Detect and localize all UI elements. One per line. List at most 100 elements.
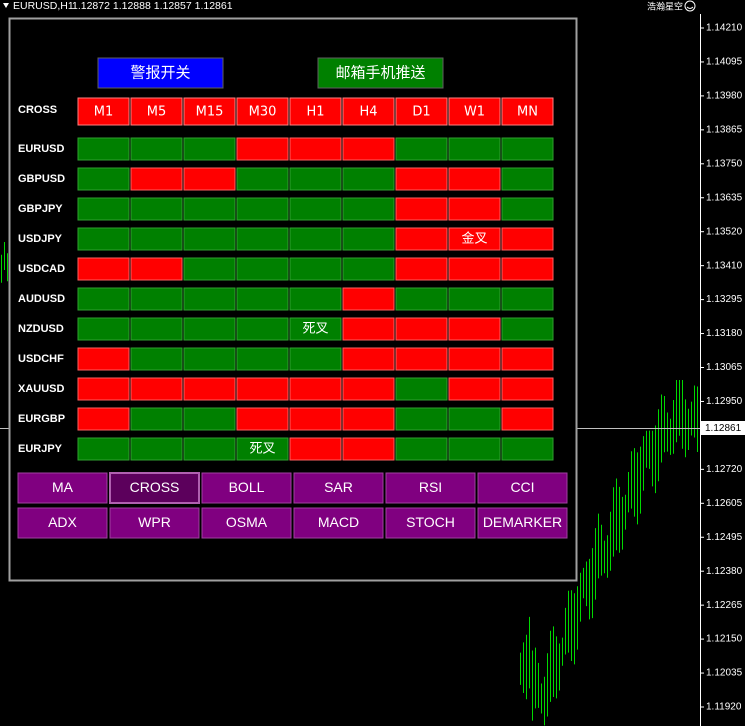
indicator-label: OSMA xyxy=(226,514,268,530)
indicator-button[interactable] xyxy=(109,472,200,504)
timeframe-label: M1 xyxy=(94,105,114,120)
indicator-button[interactable] xyxy=(109,507,200,539)
price-label: 1.12950 xyxy=(706,396,743,407)
signal-cell xyxy=(77,377,130,401)
signal-cell xyxy=(183,227,236,251)
signal-cell xyxy=(501,437,554,461)
price-label: 1.12035 xyxy=(706,668,743,679)
price-label: 1.12720 xyxy=(706,464,743,475)
price-label: 1.12265 xyxy=(706,600,743,611)
symbol-label: XAUUSD xyxy=(18,383,65,395)
price-label: 1.12605 xyxy=(706,498,743,509)
timeframe-label: M15 xyxy=(196,105,224,120)
indicator-button[interactable] xyxy=(293,507,384,539)
symbol-period: EURUSD,H1 xyxy=(13,0,74,12)
signal-cell xyxy=(183,317,236,341)
signal-cell xyxy=(236,257,289,281)
symbol-label: AUDUSD xyxy=(18,293,65,305)
signal-cell xyxy=(342,317,395,341)
signal-cell xyxy=(342,437,395,461)
indicator-button[interactable] xyxy=(293,472,384,504)
indicator-label: SAR xyxy=(324,479,353,495)
symbol-label: EURUSD xyxy=(18,143,65,155)
signal-cell xyxy=(236,437,289,461)
signal-text: 死叉 xyxy=(302,322,328,337)
timeframe-label: D1 xyxy=(412,105,430,120)
signal-cell xyxy=(342,137,395,161)
signal-cell xyxy=(448,437,501,461)
price-label: 1.13295 xyxy=(706,294,743,305)
signal-cell xyxy=(236,377,289,401)
indicator-label: RSI xyxy=(419,479,442,495)
indicator-label: BOLL xyxy=(229,479,265,495)
signal-cell xyxy=(448,377,501,401)
signal-cell xyxy=(501,197,554,221)
smiley-mouth xyxy=(686,6,694,9)
symbol-label: USDCAD xyxy=(18,263,65,275)
signal-cell xyxy=(501,287,554,311)
timeframe-cell xyxy=(130,97,183,126)
signal-cell xyxy=(289,407,342,431)
timeframe-label: H4 xyxy=(359,105,377,120)
indicator-label: CROSS xyxy=(130,479,180,495)
symbol-label: GBPJPY xyxy=(18,203,63,215)
signal-cell xyxy=(448,317,501,341)
price-label: 1.14210 xyxy=(706,23,743,34)
signal-cell xyxy=(395,407,448,431)
signal-cell xyxy=(342,227,395,251)
timeframe-cell xyxy=(501,97,554,126)
alert-button[interactable] xyxy=(97,57,224,89)
indicator-button[interactable] xyxy=(385,472,476,504)
symbol-icon xyxy=(3,3,9,8)
signal-cell xyxy=(77,437,130,461)
indicator-button[interactable] xyxy=(201,472,292,504)
indicator-button[interactable] xyxy=(477,472,568,504)
signal-cell xyxy=(77,227,130,251)
current-price-box xyxy=(701,421,745,435)
indicator-button[interactable] xyxy=(17,507,108,539)
signal-cell xyxy=(289,287,342,311)
signal-cell xyxy=(289,167,342,191)
signal-cell xyxy=(342,287,395,311)
symbol-label: USDCHF xyxy=(18,353,64,365)
push-button[interactable] xyxy=(317,57,444,89)
timeframe-label: M30 xyxy=(249,105,277,120)
signal-text: 死叉 xyxy=(249,442,275,457)
signal-cell xyxy=(501,227,554,251)
price-label: 1.13410 xyxy=(706,260,743,271)
signal-cell xyxy=(289,227,342,251)
symbol-label: GBPUSD xyxy=(18,173,65,185)
indicator-button[interactable] xyxy=(477,507,568,539)
signal-cell xyxy=(77,317,130,341)
signal-cell xyxy=(183,167,236,191)
indicator-button[interactable] xyxy=(17,472,108,504)
indicator-button[interactable] xyxy=(385,507,476,539)
signal-cell xyxy=(236,137,289,161)
indicator-label: DEMARKER xyxy=(483,514,562,530)
signal-cell xyxy=(130,167,183,191)
current-price: 1.12861 xyxy=(705,423,742,434)
indicator-label: CCI xyxy=(510,479,534,495)
price-label: 1.13520 xyxy=(706,226,743,237)
price-label: 1.14095 xyxy=(706,57,743,68)
signal-cell xyxy=(236,227,289,251)
timeframe-cell xyxy=(77,97,130,126)
signal-cell xyxy=(183,437,236,461)
signal-cell xyxy=(77,257,130,281)
signal-cell xyxy=(395,137,448,161)
signal-cell xyxy=(342,407,395,431)
price-label: 1.13865 xyxy=(706,124,743,135)
signal-cell xyxy=(183,347,236,371)
signal-cell xyxy=(448,347,501,371)
timeframe-label: M5 xyxy=(147,105,167,120)
signal-cell xyxy=(77,137,130,161)
indicator-label: ADX xyxy=(48,514,77,530)
indicator-button[interactable] xyxy=(201,507,292,539)
timeframe-cell xyxy=(289,97,342,126)
user-label: 浩瀚星空 xyxy=(647,1,683,13)
signal-cell xyxy=(395,347,448,371)
indicator-label: MACD xyxy=(318,514,359,530)
signal-cell xyxy=(183,197,236,221)
signal-cell xyxy=(501,407,554,431)
